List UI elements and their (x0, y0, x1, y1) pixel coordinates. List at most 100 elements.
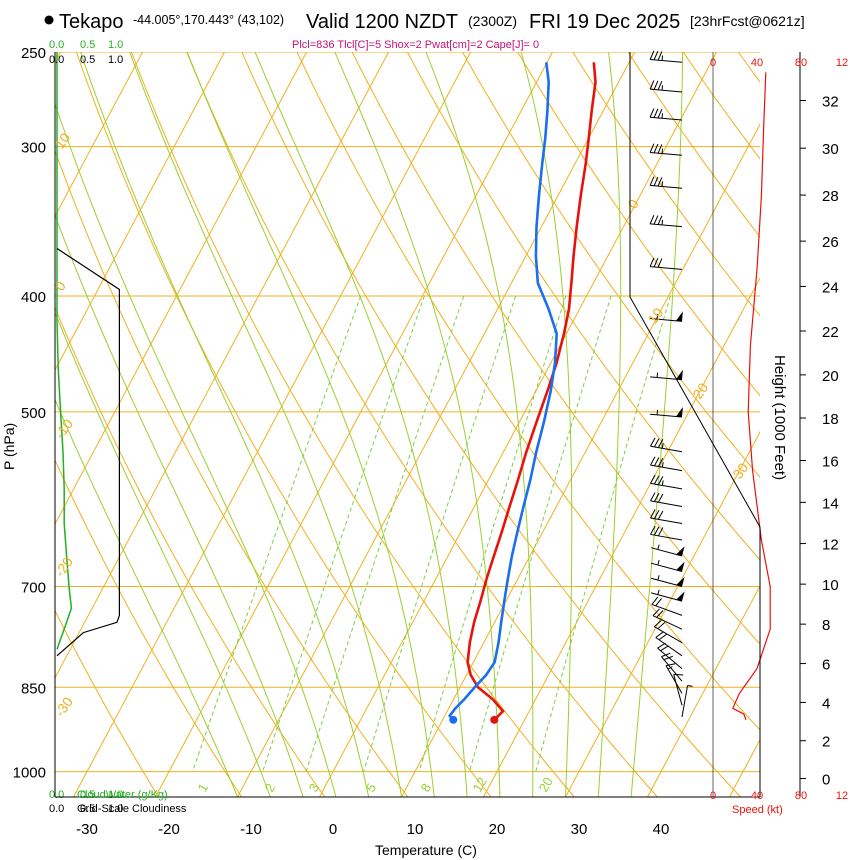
isotherm-line (55, 52, 226, 372)
location-coords: -44.005°,170.443° (43,102) (133, 13, 284, 27)
speed-scale-bottom: 40 (751, 790, 763, 802)
x-tick-label: -20 (158, 821, 180, 838)
wind-barb-full (649, 108, 655, 118)
wind-barb-pennant (676, 561, 685, 572)
wind-barb-full (649, 214, 655, 225)
wind-barb-staff (650, 562, 683, 572)
isotherm-line (401, 123, 760, 797)
mixing-ratio-line (363, 295, 517, 772)
wind-barb (650, 311, 683, 322)
wind-barb-full (655, 598, 662, 607)
wind-barb-full (653, 493, 660, 502)
dry-adiabat-line (55, 149, 409, 797)
dry-adiabat-line (55, 458, 243, 797)
height-tick-label: 30 (822, 141, 839, 158)
height-tick-label: 18 (822, 411, 839, 428)
wind-barb (650, 492, 683, 507)
chart-background-lines (55, 52, 760, 797)
moist-adiabat-line (254, 52, 468, 797)
dry-adiabat-line (406, 52, 760, 561)
wind-barb-staff (650, 58, 683, 63)
wind-barb-full (653, 50, 659, 61)
moist-adiabat-line (597, 52, 622, 797)
forecast-info: [23hrFcst@0621z] (690, 13, 805, 29)
x-tick-label: 30 (571, 821, 588, 838)
wind-barb (655, 631, 683, 657)
mixing-ratio-line (262, 295, 425, 772)
wind-barb (650, 525, 683, 541)
wind-barb-full (650, 509, 656, 519)
cloudwater-scale-bottom: 0.0 (49, 789, 64, 801)
x-tick-label: -30 (76, 821, 98, 838)
cloudiness-scale-bottom: 0.0 (49, 803, 64, 815)
speed-scale-top: 40 (751, 57, 763, 69)
height-tick-label: 24 (822, 279, 839, 296)
wind-barb-staff (657, 647, 683, 670)
wind-barb-full (653, 143, 659, 153)
dry-adiabat-line (75, 52, 492, 797)
valid-date: FRI 19 Dec 2025 (529, 11, 680, 33)
wind-barb-full (653, 258, 659, 268)
moist-adiabat-line (55, 398, 238, 797)
height-tick-label: 26 (822, 234, 839, 251)
height-tick-label: 4 (822, 695, 830, 712)
wind-barb (650, 407, 683, 418)
height-axis-title: Height (1000 Feet) (771, 355, 788, 480)
speed-scale-bottom: 80 (795, 790, 807, 802)
wind-barb (650, 575, 685, 587)
wind-barb (651, 596, 683, 616)
wind-barb (681, 684, 693, 718)
wind-barb-staff (651, 603, 683, 616)
mixing-ratio-label: 12 (470, 774, 490, 794)
wind-barb-full (650, 456, 656, 466)
location-dot (44, 15, 54, 25)
mixing-ratio-line (305, 295, 465, 772)
cloudwater-scale-bottom: 1.0 (108, 789, 123, 801)
wind-barb-pennant (676, 407, 683, 418)
wind-barb-half (657, 589, 660, 595)
wind-barb (673, 673, 684, 706)
wind-barb-staff (650, 500, 683, 507)
wind-barb (665, 663, 683, 694)
wind-barb-full (650, 474, 656, 484)
y-axis-title: P (hPa) (1, 423, 17, 470)
wind-barb-full (657, 622, 666, 630)
wind-barb-full (657, 493, 664, 503)
wind-barb-full (653, 108, 659, 118)
wind-barb-full (657, 476, 664, 485)
wind-barb-half (657, 575, 660, 581)
wind-barb-staff (650, 266, 683, 270)
wind-barb-staff (650, 88, 683, 93)
wind-barb-full (657, 215, 663, 225)
wind-barb-full (661, 652, 671, 658)
wind-barb-full (653, 438, 660, 448)
wind-barb-full (649, 143, 655, 153)
cloudiness-scale-bottom: 0.5 (80, 803, 95, 815)
wind-barb-staff (654, 626, 683, 644)
cloudiness-label: Grid-Scale Cloudiness (77, 803, 187, 815)
wind-barb-full (650, 525, 656, 535)
wind-barb-half (687, 684, 693, 687)
wind-barb-staff (650, 151, 683, 156)
moist-adiabat-line (425, 52, 534, 797)
height-tick-label: 8 (822, 617, 830, 634)
surface-temperature-marker (490, 715, 499, 724)
mixing-ratio-line (418, 295, 567, 772)
mixing-ratio-line (469, 295, 612, 772)
speed-scale-top: 12 (836, 57, 848, 69)
wind-barb-staff (650, 116, 683, 121)
dry-adiabat-line (296, 52, 760, 731)
wind-barb-full (652, 608, 660, 617)
isotherm-line (237, 52, 636, 797)
wind-barb-half (661, 480, 664, 486)
height-tick-label: 20 (822, 368, 839, 385)
axes: 1 2 3 5 8 12 20100-10-20-300102030250300400500… (13, 39, 849, 838)
wind-barb-half (657, 560, 660, 566)
isotherm-line (483, 277, 760, 797)
wind-barb-staff (661, 656, 683, 682)
wind-barb-staff (650, 464, 683, 472)
wind-barb-full (649, 80, 655, 90)
x-tick-label: 40 (653, 821, 670, 838)
